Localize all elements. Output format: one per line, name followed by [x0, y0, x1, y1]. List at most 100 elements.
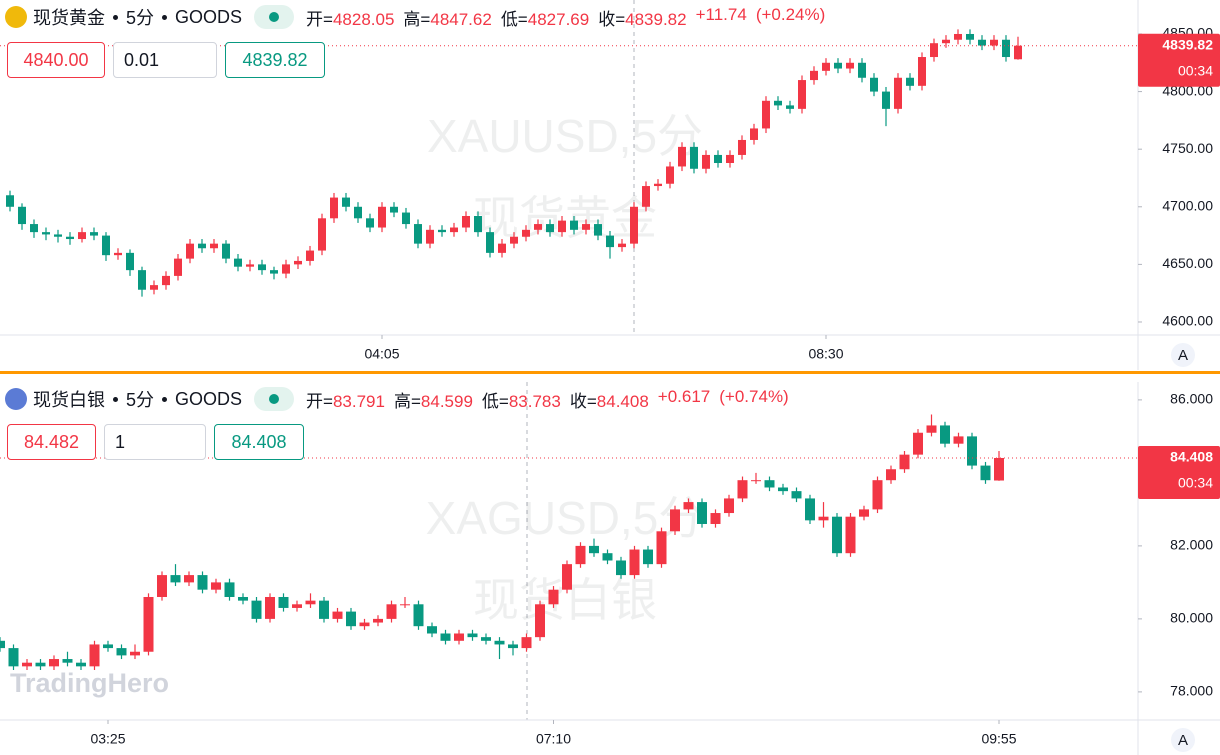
candle-body: [872, 480, 883, 510]
candle-body: [750, 128, 758, 140]
candle-body: [930, 43, 938, 58]
sell-button[interactable]: 4840.00: [7, 42, 105, 78]
visibility-toggle[interactable]: [254, 5, 295, 29]
candle-body: [35, 662, 46, 667]
x-tick-label: 09:55: [981, 731, 1016, 747]
symbol-icon: [5, 6, 27, 28]
interval: 5分: [126, 8, 155, 28]
sell-button[interactable]: 84.482: [7, 424, 96, 460]
candle-body: [18, 206, 26, 225]
candle-body: [62, 659, 73, 663]
auto-scale-button[interactable]: [1171, 343, 1195, 367]
buy-button[interactable]: 4839.82: [225, 42, 325, 78]
candle-body: [346, 611, 356, 627]
ohlc-item: 开=83.791: [306, 387, 385, 412]
candle-body: [810, 70, 818, 81]
ohlc-value: 83.783: [508, 391, 561, 411]
quantity-input[interactable]: 0.01: [113, 42, 217, 78]
candle-body: [899, 454, 910, 470]
ohlc-value: 4847.62: [430, 9, 492, 29]
candle-body: [546, 224, 554, 233]
candle-body: [714, 154, 722, 164]
candle-body: [251, 600, 262, 619]
candle-body: [198, 243, 206, 249]
toggle-dot: [269, 12, 280, 22]
trade-row: 84.482 1 84.408: [7, 424, 304, 460]
candle-body: [582, 224, 590, 230]
candle-body: [697, 502, 707, 524]
candle-body: [616, 560, 626, 576]
candle-body: [967, 436, 977, 466]
candle-body: [894, 77, 902, 109]
symbol-name: 现货黄金: [33, 8, 105, 28]
candle-body: [258, 264, 266, 271]
countdown: 00:34: [1178, 62, 1213, 78]
candle-body: [786, 105, 794, 109]
change-pct: (+0.74%): [719, 386, 789, 406]
quantity-input[interactable]: 1: [104, 424, 206, 460]
candle-body: [265, 596, 275, 619]
candle-body: [413, 604, 424, 627]
ohlc-item: 开=4828.05: [306, 5, 394, 30]
ohlc-legend: 开=4828.05 高=4847.62 低=4827.69 收=4839.82 +11.…: [306, 5, 825, 30]
ohlc-value: 83.791: [332, 391, 385, 411]
ohlc-item: 低=83.783: [482, 387, 561, 412]
visibility-toggle[interactable]: [254, 387, 295, 411]
auto-scale-label[interactable]: A: [1178, 347, 1188, 364]
candle-body: [737, 480, 748, 499]
candle-body: [8, 648, 19, 667]
candle-body: [90, 232, 98, 236]
candle-body: [494, 640, 505, 645]
candle-body: [427, 626, 437, 634]
ohlc-item: 高=4847.62: [403, 5, 491, 30]
ohlc-label: 开=: [306, 9, 333, 29]
candle-body: [726, 154, 734, 164]
candle-body: [238, 596, 248, 601]
candle-body: [89, 644, 100, 667]
candle-body: [886, 469, 896, 481]
ohlc-value: 84.599: [420, 391, 473, 411]
candle-body: [330, 197, 338, 219]
candle-body: [642, 186, 650, 207]
candle-body: [126, 252, 134, 271]
candle-body: [702, 154, 710, 169]
separator: [162, 14, 168, 20]
candle-body: [222, 243, 230, 259]
exchange: GOODS: [175, 388, 243, 409]
auto-scale-button[interactable]: [1171, 728, 1195, 752]
last-price-tag: [1138, 33, 1220, 87]
ohlc-item: 高=84.599: [394, 387, 473, 412]
candle-body: [42, 232, 50, 235]
candle-body: [454, 633, 464, 641]
candle-body: [414, 224, 422, 244]
candle-body: [294, 260, 302, 265]
candle-body: [49, 659, 59, 667]
candle-body: [462, 215, 470, 228]
buy-button[interactable]: 84.408: [214, 424, 304, 460]
y-tick-label: 82.000: [1170, 537, 1213, 553]
candle-body: [822, 62, 830, 71]
candle-body: [548, 589, 559, 605]
auto-scale-label[interactable]: A: [1178, 732, 1188, 749]
candle-body: [508, 644, 518, 649]
candle-body: [0, 640, 5, 649]
ohlc-label: 高=: [403, 9, 431, 29]
candle-body: [210, 243, 218, 249]
candle-body: [103, 644, 113, 649]
candle-body: [926, 425, 937, 433]
candle-body: [778, 487, 788, 492]
chart-header: 现货黄金 5分 GOODS 开=4828.05 高=4847.62 低=4827.69 收=…: [5, 4, 825, 30]
y-tick-label: 4700.00: [1162, 197, 1213, 213]
candle-body: [629, 549, 640, 576]
candle-body: [994, 457, 1004, 481]
candle-body: [845, 516, 856, 554]
candle-body: [332, 611, 343, 619]
x-tick-label: 04:05: [364, 346, 399, 362]
change-pct: (+0.24%): [755, 4, 826, 24]
candle-body: [594, 224, 602, 236]
candle-body: [143, 596, 154, 652]
candle-body: [426, 229, 434, 244]
candle-body: [710, 513, 721, 524]
